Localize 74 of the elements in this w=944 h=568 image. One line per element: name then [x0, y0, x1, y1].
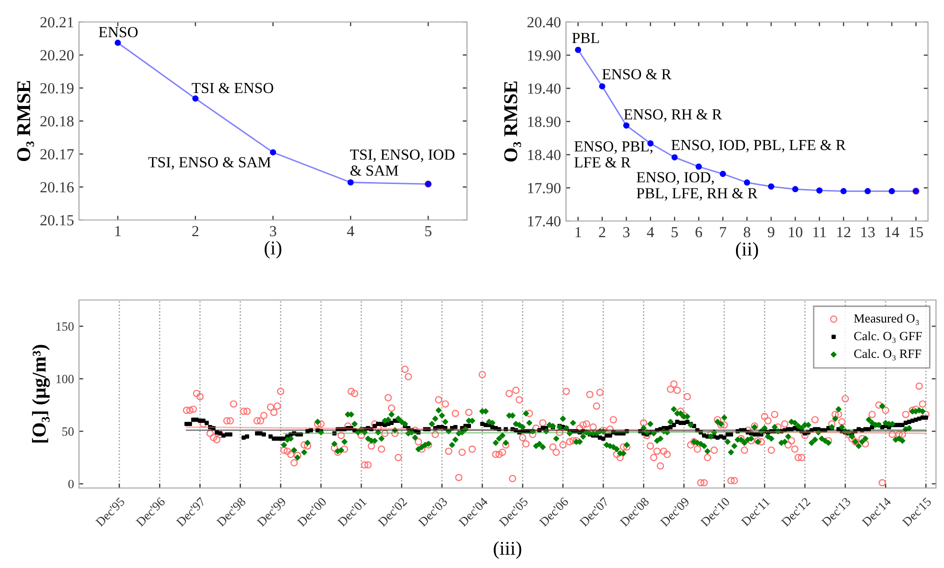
y-tick-label: 50 [62, 427, 74, 436]
point [840, 188, 847, 194]
x-tick-label: 6 [696, 227, 702, 238]
y-tick-label: 20.20 [40, 50, 74, 61]
text: (i) [264, 240, 282, 259]
point [888, 188, 895, 194]
x-tick-label: 15 [910, 227, 923, 238]
point [192, 95, 199, 102]
x-tick-label: 7 [720, 227, 726, 238]
x-tick-label: 4 [646, 227, 654, 238]
y-axis-title: O₃ RMSE [17, 81, 34, 162]
point [720, 170, 726, 178]
annotation: TSI, ENSO, IOD & SAM [350, 150, 454, 176]
annotation: ENSO, IOD, PBL, LFE & R [671, 140, 846, 152]
annotation: ENSO, PBL, LFE & R [574, 141, 652, 168]
x-tick-label: 5 [672, 227, 678, 238]
point [623, 122, 630, 129]
y-tick-label: 18.40 [528, 150, 561, 160]
y-tick-label: 17.90 [528, 182, 561, 194]
point [574, 46, 582, 53]
annotation: ENSO [98, 27, 138, 38]
legend-label: Measured O₃ [854, 314, 919, 326]
y-tick-label: 20.15 [40, 215, 74, 226]
point [671, 154, 678, 160]
y-tick-label: 20.17 [40, 149, 74, 160]
x-tick-label: 11 [813, 227, 826, 238]
point [744, 179, 750, 186]
x-tick-label: 13 [861, 227, 875, 238]
y-tick-label: 19.90 [528, 50, 561, 61]
y-tick-label: 150 [56, 322, 74, 331]
x-tick-label: 2 [599, 227, 606, 238]
point [696, 163, 702, 170]
point [599, 83, 606, 90]
point [347, 179, 354, 186]
legend-label: Calc. O₃ RFF [854, 349, 922, 360]
y-tick-label: 100 [56, 374, 74, 384]
annotation: ENSO, IOD, PBL, LFE, RH & R [636, 172, 758, 201]
y-tick-label: 19.40 [528, 83, 561, 94]
point [768, 183, 774, 190]
x-tick-label: 10 [788, 226, 802, 238]
x-tick-label: 9 [768, 227, 774, 238]
x-tick-label: 5 [425, 226, 432, 236]
x-tick-label: 3 [270, 226, 276, 236]
x-tick-label: 4 [347, 226, 354, 236]
annotation: ENSO & R [602, 69, 672, 80]
x-tick-label: 12 [837, 227, 850, 238]
x-tick-label: 14 [886, 227, 900, 238]
y-tick-label: 20.16 [40, 182, 74, 193]
y-axis-title: O₃ RMSE [504, 82, 522, 162]
y-tick-label: 17.40 [528, 216, 561, 227]
point [816, 187, 823, 194]
x-tick-label: 1 [576, 227, 581, 238]
y-tick-label: 18.90 [528, 116, 561, 128]
legend-label: Calc. O₃ GFF [854, 331, 922, 343]
y-tick-label: 20.21 [40, 17, 74, 28]
point [270, 149, 276, 156]
x-tick-label: 8 [744, 226, 750, 238]
x-tick-label: 2 [192, 226, 198, 236]
point [114, 40, 121, 46]
text: (iii) [494, 541, 522, 559]
annotation: TSI, ENSO & SAM [148, 157, 271, 170]
y-tick-label: 20.18 [40, 116, 74, 127]
point [792, 186, 798, 192]
annotation: PBL [572, 32, 599, 44]
y-axis-title: [O₃] (μg/m³) [32, 344, 50, 442]
y-tick-label: 20.19 [40, 83, 74, 94]
point [864, 188, 871, 194]
x-tick-label: 1 [115, 226, 121, 236]
annotation: TSI & ENSO [192, 82, 274, 94]
x-tick-label: 3 [623, 227, 630, 238]
y-tick-label: 0 [68, 480, 74, 488]
y-tick-label: 20.40 [527, 17, 561, 28]
annotation: ENSO, RH & R [624, 109, 722, 122]
text: (ii) [736, 242, 758, 260]
